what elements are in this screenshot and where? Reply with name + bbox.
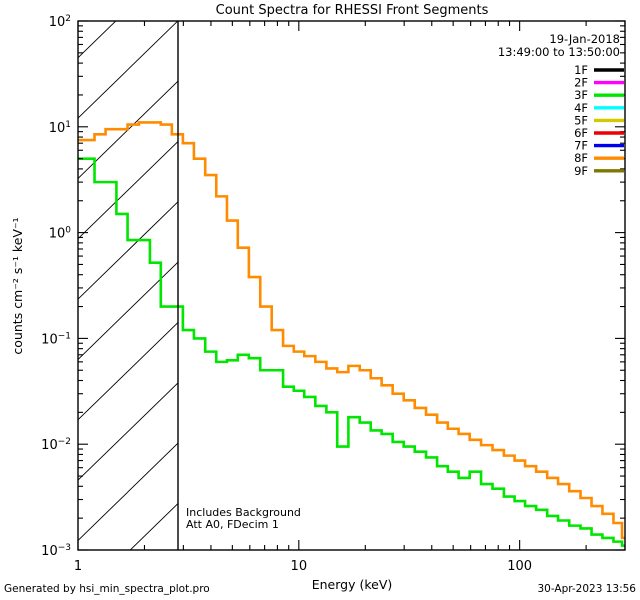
page-title: Count Spectra for RHESSI Front Segments xyxy=(216,3,489,18)
attenuator-note: Att A0, FDecim 1 xyxy=(186,518,279,531)
svg-text:Energy (keV): Energy (keV) xyxy=(312,577,393,592)
y-tick-label: 10−3 xyxy=(41,543,71,559)
x-tick-label: 1 xyxy=(74,559,82,574)
y-tick-label: 10−1 xyxy=(41,331,71,347)
legend-label-4f[interactable]: 4F xyxy=(574,101,588,115)
legend-label-6f[interactable]: 6F xyxy=(574,126,588,140)
y-tick-label: 100 xyxy=(49,226,72,242)
observation-date: 19-Jan-2018 xyxy=(549,32,620,46)
y-tick-label: 102 xyxy=(49,14,71,30)
y-tick-label: 101 xyxy=(49,120,71,136)
footer-timestamp: 30-Apr-2023 13:56 xyxy=(537,583,636,595)
axis-tick-labels: 1 10 100 10−3 10−2 10−1 100 101 102 xyxy=(41,14,532,574)
observation-time-range: 13:49:00 to 13:50:00 xyxy=(498,45,620,59)
legend-label-7f[interactable]: 7F xyxy=(574,139,588,153)
legend-label-3f[interactable]: 3F xyxy=(574,88,588,102)
x-tick-label: 100 xyxy=(507,559,532,574)
hatched-exclusion-region xyxy=(78,21,178,550)
footer-generator: Generated by hsi_min_spectra_plot.pro xyxy=(4,583,210,595)
y-axis-label: counts cm⁻² s⁻¹ keV⁻¹ xyxy=(10,217,25,354)
x-tick-label: 10 xyxy=(291,559,308,574)
plot-frame xyxy=(77,20,626,551)
legend-label-1f[interactable]: 1F xyxy=(574,63,588,77)
legend-label-2f[interactable]: 2F xyxy=(574,76,588,90)
background-note: Includes Background xyxy=(186,506,301,519)
legend-label-5f[interactable]: 5F xyxy=(574,113,588,127)
spectrum-curve-3f xyxy=(78,157,625,547)
spectra-curves xyxy=(78,121,625,547)
legend-label-9f[interactable]: 9F xyxy=(574,164,588,178)
x-axis-label: Energy (keV) xyxy=(312,577,393,592)
svg-text:counts cm⁻² s⁻¹ keV⁻¹: counts cm⁻² s⁻¹ keV⁻¹ xyxy=(10,217,25,354)
spectrum-curve-8f xyxy=(78,121,625,540)
legend-label-8f[interactable]: 8F xyxy=(574,151,588,165)
y-tick-label: 10−2 xyxy=(41,437,71,453)
